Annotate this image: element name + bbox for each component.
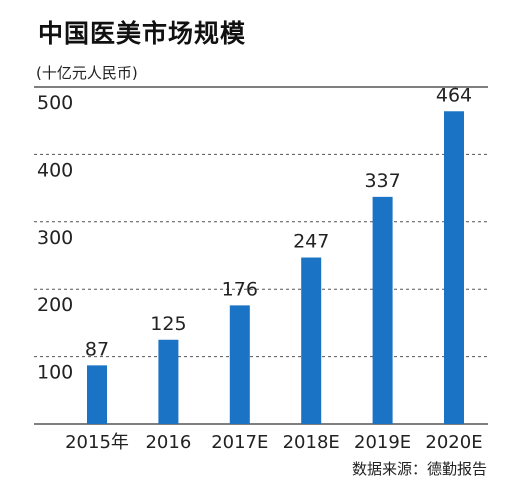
bar (229, 305, 250, 424)
x-tick-label: 2016 (145, 432, 191, 453)
y-tick-label: 300 (37, 227, 73, 249)
data-label: 125 (150, 313, 186, 335)
y-tick-label: 400 (37, 159, 73, 181)
data-label: 87 (85, 338, 109, 360)
bar (372, 196, 393, 424)
data-label: 176 (222, 278, 258, 300)
x-tick-label: 2017E (211, 432, 268, 453)
bar (444, 111, 464, 424)
data-label: 337 (364, 170, 400, 192)
x-tick-label: 2020E (425, 432, 482, 453)
chart-title: 中国医美市场规模 (38, 19, 247, 48)
x-tick-label: 2018E (283, 432, 340, 453)
data-label: 247 (293, 231, 329, 253)
bar (301, 257, 322, 424)
bar (158, 339, 179, 424)
source-note: 数据来源：德勤报告 (351, 460, 487, 478)
unit-label: (十亿元人民币) (36, 64, 138, 82)
y-tick-label: 500 (37, 92, 73, 114)
y-tick-label: 200 (37, 294, 73, 316)
bar (87, 365, 107, 424)
y-tick-label: 100 (37, 362, 73, 384)
data-label: 464 (436, 84, 472, 106)
x-tick-label: 2019E (354, 432, 411, 453)
x-tick-label: 2015年 (65, 432, 129, 453)
